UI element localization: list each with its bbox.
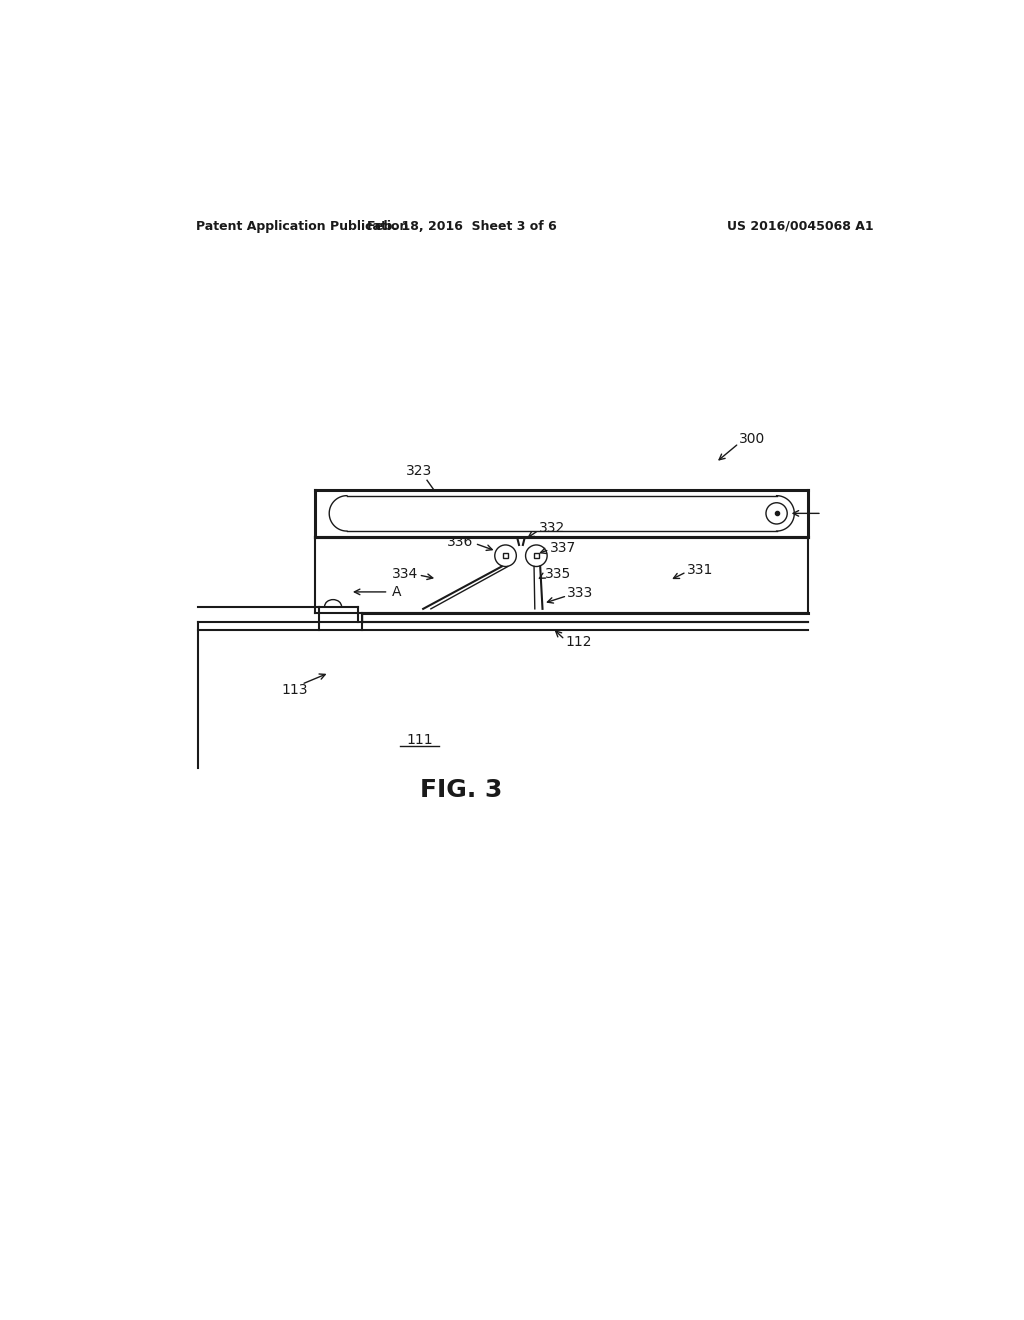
Bar xyxy=(535,553,539,558)
Text: 111: 111 xyxy=(406,733,432,747)
Text: Feb. 18, 2016  Sheet 3 of 6: Feb. 18, 2016 Sheet 3 of 6 xyxy=(367,219,556,232)
Text: 333: 333 xyxy=(567,586,593,601)
Text: 335: 335 xyxy=(545,568,571,581)
Text: 323: 323 xyxy=(407,463,432,478)
Bar xyxy=(503,553,508,558)
Text: 332: 332 xyxy=(539,521,565,535)
Text: US 2016/0045068 A1: US 2016/0045068 A1 xyxy=(727,219,873,232)
Text: 331: 331 xyxy=(687,564,714,577)
Text: 300: 300 xyxy=(739,433,765,446)
Text: FIG. 3: FIG. 3 xyxy=(421,777,503,801)
Text: 336: 336 xyxy=(446,535,473,549)
Text: Patent Application Publication: Patent Application Publication xyxy=(196,219,409,232)
Text: 113: 113 xyxy=(282,682,308,697)
Text: 337: 337 xyxy=(550,541,577,554)
Text: A: A xyxy=(392,585,401,599)
Text: 112: 112 xyxy=(565,635,592,649)
Text: 334: 334 xyxy=(391,568,418,581)
